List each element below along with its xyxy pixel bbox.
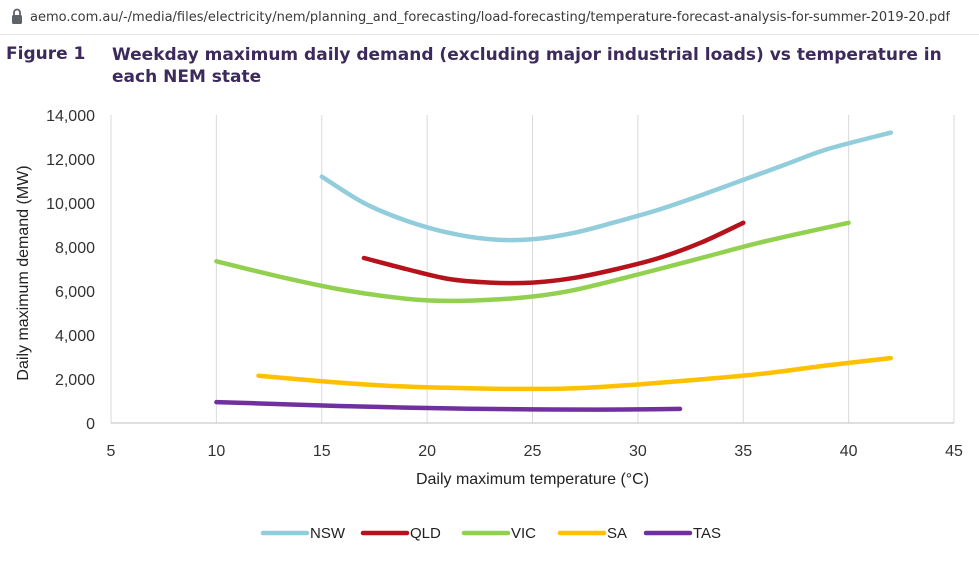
x-tick-label: 30 xyxy=(629,443,647,460)
x-tick-label: 10 xyxy=(207,443,225,460)
legend-label-vic: VIC xyxy=(511,525,536,542)
x-tick-label: 25 xyxy=(524,443,542,460)
legend-label-qld: QLD xyxy=(410,525,441,542)
y-axis-title: Daily maximum demand (MW) xyxy=(15,165,32,380)
lock-icon xyxy=(12,8,22,24)
x-tick-label: 40 xyxy=(840,443,858,460)
x-tick-label: 5 xyxy=(107,443,116,460)
tick-labels: 5 10 15 20 25 30 35 40 45 0 2,000 4,000 6,000 8,000 10… xyxy=(46,108,963,460)
y-tick-label: 2,000 xyxy=(55,372,95,389)
series-line-qld xyxy=(361,220,746,286)
legend-label-sa: SA xyxy=(607,525,627,542)
series-line-vic xyxy=(214,220,851,304)
x-tick-label: 20 xyxy=(418,443,436,460)
series-line-tas xyxy=(214,399,683,412)
y-tick-label: 0 xyxy=(86,416,95,433)
x-tick-label: 15 xyxy=(313,443,331,460)
gridlines xyxy=(110,115,955,424)
y-tick-label: 6,000 xyxy=(55,284,95,301)
y-tick-label: 14,000 xyxy=(46,108,95,125)
series-line-sa xyxy=(256,355,894,392)
series-lines xyxy=(214,130,894,412)
legend-label-nsw: NSW xyxy=(310,525,346,542)
series-line-nsw xyxy=(319,130,894,243)
y-tick-label: 12,000 xyxy=(46,152,95,169)
legend-label-tas: TAS xyxy=(693,525,721,542)
figure-label: Figure 1 xyxy=(6,44,86,64)
figure-title: Weekday maximum daily demand (excluding … xyxy=(112,45,942,87)
browser-address-bar[interactable]: aemo.com.au/-/media/files/electricity/ne… xyxy=(0,0,979,35)
x-tick-label: 35 xyxy=(734,443,752,460)
page-url[interactable]: aemo.com.au/-/media/files/electricity/ne… xyxy=(30,9,951,25)
x-tick-label: 45 xyxy=(945,443,963,460)
y-tick-label: 8,000 xyxy=(55,240,95,257)
y-tick-label: 10,000 xyxy=(46,196,95,213)
x-axis-title: Daily maximum temperature (°C) xyxy=(416,471,649,488)
legend: NSW QLD VIC SA TAS xyxy=(260,525,721,542)
y-tick-label: 4,000 xyxy=(55,328,95,345)
